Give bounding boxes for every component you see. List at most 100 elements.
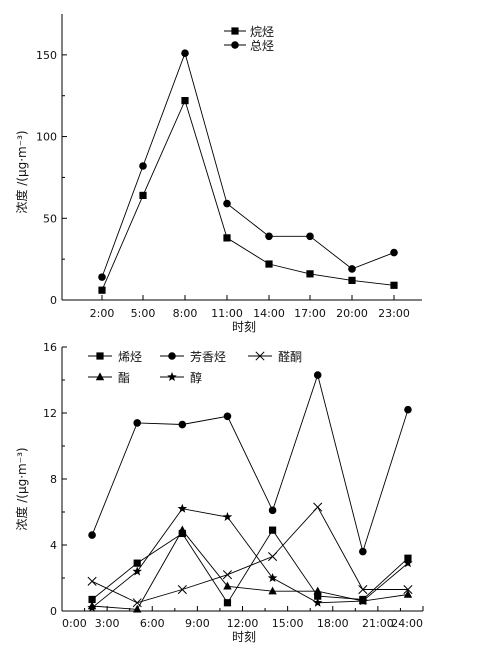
chart-2-data-point	[178, 525, 187, 534]
legend-label: 酯	[118, 371, 130, 385]
chart-1-x-tick-label: 23:00	[378, 307, 410, 320]
chart-2-data-point	[132, 566, 142, 576]
chart-1-y-tick-label: 100	[36, 131, 57, 144]
chart-2-y-tick-label: 4	[50, 539, 57, 552]
legend-marker	[231, 41, 239, 49]
chart-2-data-point	[313, 586, 322, 595]
legend-marker	[95, 372, 105, 381]
chart-1-data-point	[265, 232, 273, 241]
chart-1-y-tick-label: 50	[43, 212, 57, 225]
chart-2-x-axis-title: 时刻	[232, 630, 256, 644]
chart-1-y-axis-title: 浓度 /(μg·m⁻³)	[14, 130, 29, 213]
chart-1-x-tick-label: 14:00	[253, 307, 285, 320]
chart-2-data-point	[223, 599, 232, 607]
chart-2-x-tick-label: 3:00	[95, 617, 120, 630]
chart-2-data-point	[314, 592, 322, 600]
chart-2-data-point	[403, 584, 413, 595]
chart-1-data-point	[139, 162, 147, 170]
chart-2-data-point	[88, 531, 96, 539]
chart-2-data-point	[177, 503, 188, 513]
chart-1-data-point	[390, 248, 398, 257]
chart-2-data-point	[358, 584, 368, 595]
chart-2-x-tick-label: 12:00	[227, 617, 259, 630]
chart-2-data-point	[268, 551, 278, 562]
chart-2-data-point	[267, 573, 278, 583]
chart-2-data-point	[222, 511, 233, 521]
chart-2-y-axis-title: 浓度 /(μg·m⁻³)	[14, 447, 29, 530]
chart-2-x-tick-label: 6:00	[140, 617, 165, 630]
legend-marker	[231, 27, 239, 35]
chart-2-series-line	[92, 529, 409, 610]
chart-1-data-point	[265, 260, 273, 268]
chart-2-data-point	[222, 570, 233, 580]
chart-2-data-point	[403, 558, 413, 568]
chart-2-data-point	[403, 589, 413, 598]
chart-2-series-3	[87, 502, 413, 608]
chart-1-x-tick-label: 8:00	[173, 307, 198, 320]
chart-2-y-tick-label: 16	[43, 341, 57, 354]
chart-2-data-point	[87, 576, 97, 586]
chart-1-y-tick-label: 150	[36, 49, 57, 62]
chart-2-x-tick-label: 21:00	[362, 617, 394, 630]
chart-2-data-point	[88, 595, 96, 604]
legend-label: 烷烃	[250, 25, 274, 39]
chart-1-series-1	[98, 97, 398, 294]
chart-1-data-point	[306, 232, 314, 241]
chart-2-data-point	[359, 547, 367, 556]
chart-2-data-point	[313, 371, 322, 379]
chart-2-x-tick-label: 9:00	[185, 617, 210, 630]
chart-2-series-line	[91, 529, 409, 604]
chart-2-y-tick-label: 12	[43, 407, 57, 420]
chart-2-series-line	[91, 506, 408, 604]
chart-1-x-axis-title: 时刻	[232, 320, 256, 334]
chart-1-data-point	[348, 276, 356, 284]
chart-1-y-tick-label: 0	[50, 294, 57, 307]
chart-2: 0 4 8 12 16 0:00 3:00 6:00 9:00 12:00 15:00 18:00 21…	[14, 341, 424, 644]
legend-marker	[96, 352, 104, 360]
chart-2-data-point	[268, 526, 277, 534]
chart-2-series-5	[87, 503, 413, 612]
chart-1-data-point	[306, 270, 314, 278]
chart-2-y-tick-label: 8	[50, 473, 57, 486]
chart-1-data-point	[223, 199, 231, 208]
chart-2-data-point	[133, 559, 141, 567]
chart-1-data-point	[348, 265, 356, 273]
chart-1-data-point	[98, 286, 106, 294]
chart-1-data-point	[223, 234, 231, 242]
legend-label: 醇	[190, 370, 202, 385]
legend-label: 总烃	[250, 39, 274, 53]
chart-1-x-tick-label: 2:00	[90, 307, 115, 320]
chart-1-data-point	[181, 97, 189, 105]
chart-2-series-2	[88, 371, 412, 556]
chart-1-data-point	[390, 281, 398, 289]
chart-1-series-line	[101, 99, 395, 291]
chart-2-data-point	[223, 412, 232, 421]
chart-2-data-point	[268, 586, 277, 595]
chart-1-x-tick-label: 5:00	[131, 307, 156, 320]
chart-2-data-point	[404, 405, 412, 414]
legend-label: 芳香烃	[190, 350, 226, 364]
chart-2-legend: 烯烃 芳香烃 醛酮酯 醇	[88, 349, 302, 385]
chart-1-series-2	[98, 49, 398, 281]
legend-label: 醛酮	[278, 349, 302, 364]
legend-label: 烯烃	[118, 350, 142, 364]
chart-1-x-tick-label: 17:00	[294, 307, 326, 320]
chart-2-x-tick-label: 18:00	[317, 617, 349, 630]
chart-1-x-tick-label: 11:00	[211, 307, 243, 320]
chart-1: 0 50 100 150 2:00 5:00 8:00 11:00 14:00 17:00 20:0…	[14, 14, 422, 334]
chart-2-y-tick-label: 0	[50, 605, 57, 618]
chart-2-data-point	[223, 581, 232, 590]
chart-2-data-point	[268, 506, 277, 515]
chart-2-data-point	[133, 604, 142, 613]
chart-2-data-point	[178, 529, 186, 538]
chart-2-data-point	[312, 597, 323, 607]
chart-2-x-tick-label: 15:00	[272, 617, 304, 630]
chart-2-data-point	[313, 502, 323, 512]
chart-2-series-line	[91, 508, 409, 609]
chart-2-series-line	[91, 373, 409, 554]
chart-2-x-tick-label: 24:00	[391, 617, 423, 630]
chart-1-data-point	[98, 273, 106, 281]
chart-2-data-point	[132, 598, 142, 608]
